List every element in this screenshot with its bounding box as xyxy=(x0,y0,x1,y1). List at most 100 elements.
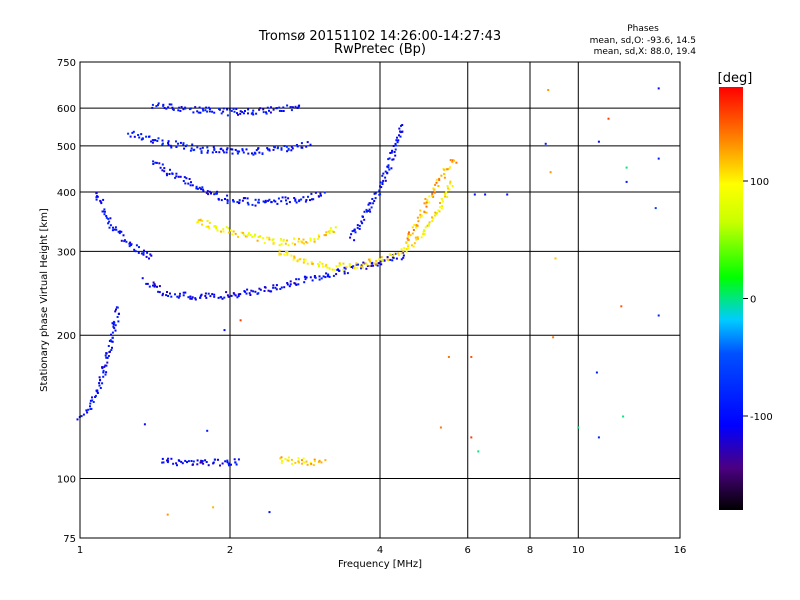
trace-point xyxy=(387,259,389,261)
scatter-point xyxy=(577,426,580,429)
trace-point xyxy=(392,158,395,161)
trace-point xyxy=(386,172,389,175)
trace-point xyxy=(199,296,202,299)
trace-point xyxy=(178,106,181,109)
trace-point xyxy=(166,461,169,464)
trace-point xyxy=(113,327,116,330)
trace-point xyxy=(170,295,173,298)
trace-point xyxy=(396,141,399,144)
trace-point xyxy=(225,291,228,294)
trace-point xyxy=(421,214,424,217)
trace-point xyxy=(273,145,275,148)
trace-point xyxy=(148,285,151,288)
trace-point xyxy=(300,142,303,145)
trace-point xyxy=(428,223,430,226)
colorbar-tick-label: 0 xyxy=(750,295,756,306)
trace-point xyxy=(192,111,195,114)
trace-point xyxy=(215,151,218,153)
trace-point xyxy=(272,241,275,244)
trace-point xyxy=(298,461,300,464)
trace-point xyxy=(182,143,185,146)
trace-point xyxy=(405,250,408,253)
trace-point xyxy=(280,200,283,203)
trace-point xyxy=(444,195,447,198)
trace-point xyxy=(201,219,204,222)
trace-point xyxy=(349,236,352,239)
trace-point xyxy=(154,284,157,287)
trace-point xyxy=(257,236,260,238)
scatter-point xyxy=(657,87,660,90)
trace-point xyxy=(188,178,191,180)
trace-point xyxy=(167,143,170,146)
trace-point xyxy=(443,192,446,195)
trace-point xyxy=(394,144,397,147)
trace-point xyxy=(411,226,414,229)
trace-point xyxy=(207,193,210,196)
trace-point xyxy=(101,367,104,370)
trace-point xyxy=(138,136,141,139)
trace-point xyxy=(267,199,270,202)
trace-point xyxy=(365,208,368,211)
trace-point xyxy=(305,276,308,279)
trace-point xyxy=(200,188,203,191)
trace-point xyxy=(304,278,307,281)
trace-point xyxy=(258,108,261,111)
trace-point xyxy=(207,106,210,109)
trace-point xyxy=(313,458,316,461)
trace-point xyxy=(216,190,219,193)
trace-point xyxy=(202,462,205,465)
trace-point xyxy=(181,462,184,465)
trace-point xyxy=(254,204,257,207)
trace-point xyxy=(130,244,132,246)
trace-point xyxy=(425,211,428,214)
trace-point xyxy=(286,253,289,256)
trace-point xyxy=(104,364,107,367)
trace-point xyxy=(128,242,131,245)
trace-point xyxy=(432,187,435,190)
trace-point xyxy=(152,281,155,284)
trace-point xyxy=(318,235,321,238)
trace-point xyxy=(178,459,181,462)
trace-point xyxy=(318,459,321,462)
trace-point xyxy=(271,239,274,241)
trace-point xyxy=(102,198,105,201)
trace-point xyxy=(448,188,451,191)
trace-point xyxy=(394,154,397,157)
trace-point xyxy=(254,152,257,155)
trace-point xyxy=(402,251,405,254)
trace-point xyxy=(294,461,297,464)
trace-point xyxy=(123,240,126,243)
trace-point xyxy=(423,233,426,235)
trace-point xyxy=(246,288,249,291)
trace-point xyxy=(114,226,117,229)
trace-point xyxy=(414,236,417,239)
chart-subtitle: RwPretec (Bp) xyxy=(334,42,426,57)
x-tick-label: 4 xyxy=(377,545,383,556)
trace-point xyxy=(244,197,247,200)
trace-point xyxy=(184,291,187,294)
trace-point xyxy=(284,196,287,199)
trace-point xyxy=(293,256,296,259)
trace-point xyxy=(236,150,239,153)
trace-point xyxy=(205,106,208,109)
trace-point xyxy=(343,272,346,275)
y-tick-labels: 75 100 200 300 400 500 600 750 xyxy=(57,58,76,545)
trace-point xyxy=(373,200,376,202)
trace-point xyxy=(111,322,114,325)
trace-point xyxy=(424,226,427,229)
stats-heading: Phases xyxy=(627,24,659,34)
trace-point xyxy=(105,371,108,374)
trace-point xyxy=(226,459,229,462)
trace-point xyxy=(134,250,137,253)
trace-point xyxy=(311,279,314,282)
trace-point xyxy=(432,217,435,220)
trace-point xyxy=(102,210,105,213)
trace-point xyxy=(285,202,288,205)
trace-point xyxy=(270,106,272,109)
trace-point xyxy=(416,216,419,219)
x-tick-labels: 1 2 4 6 8 10 16 xyxy=(77,545,687,556)
trace-point xyxy=(215,192,218,195)
trace-point xyxy=(247,203,250,206)
trace-point xyxy=(150,140,153,143)
trace-point xyxy=(151,139,154,142)
